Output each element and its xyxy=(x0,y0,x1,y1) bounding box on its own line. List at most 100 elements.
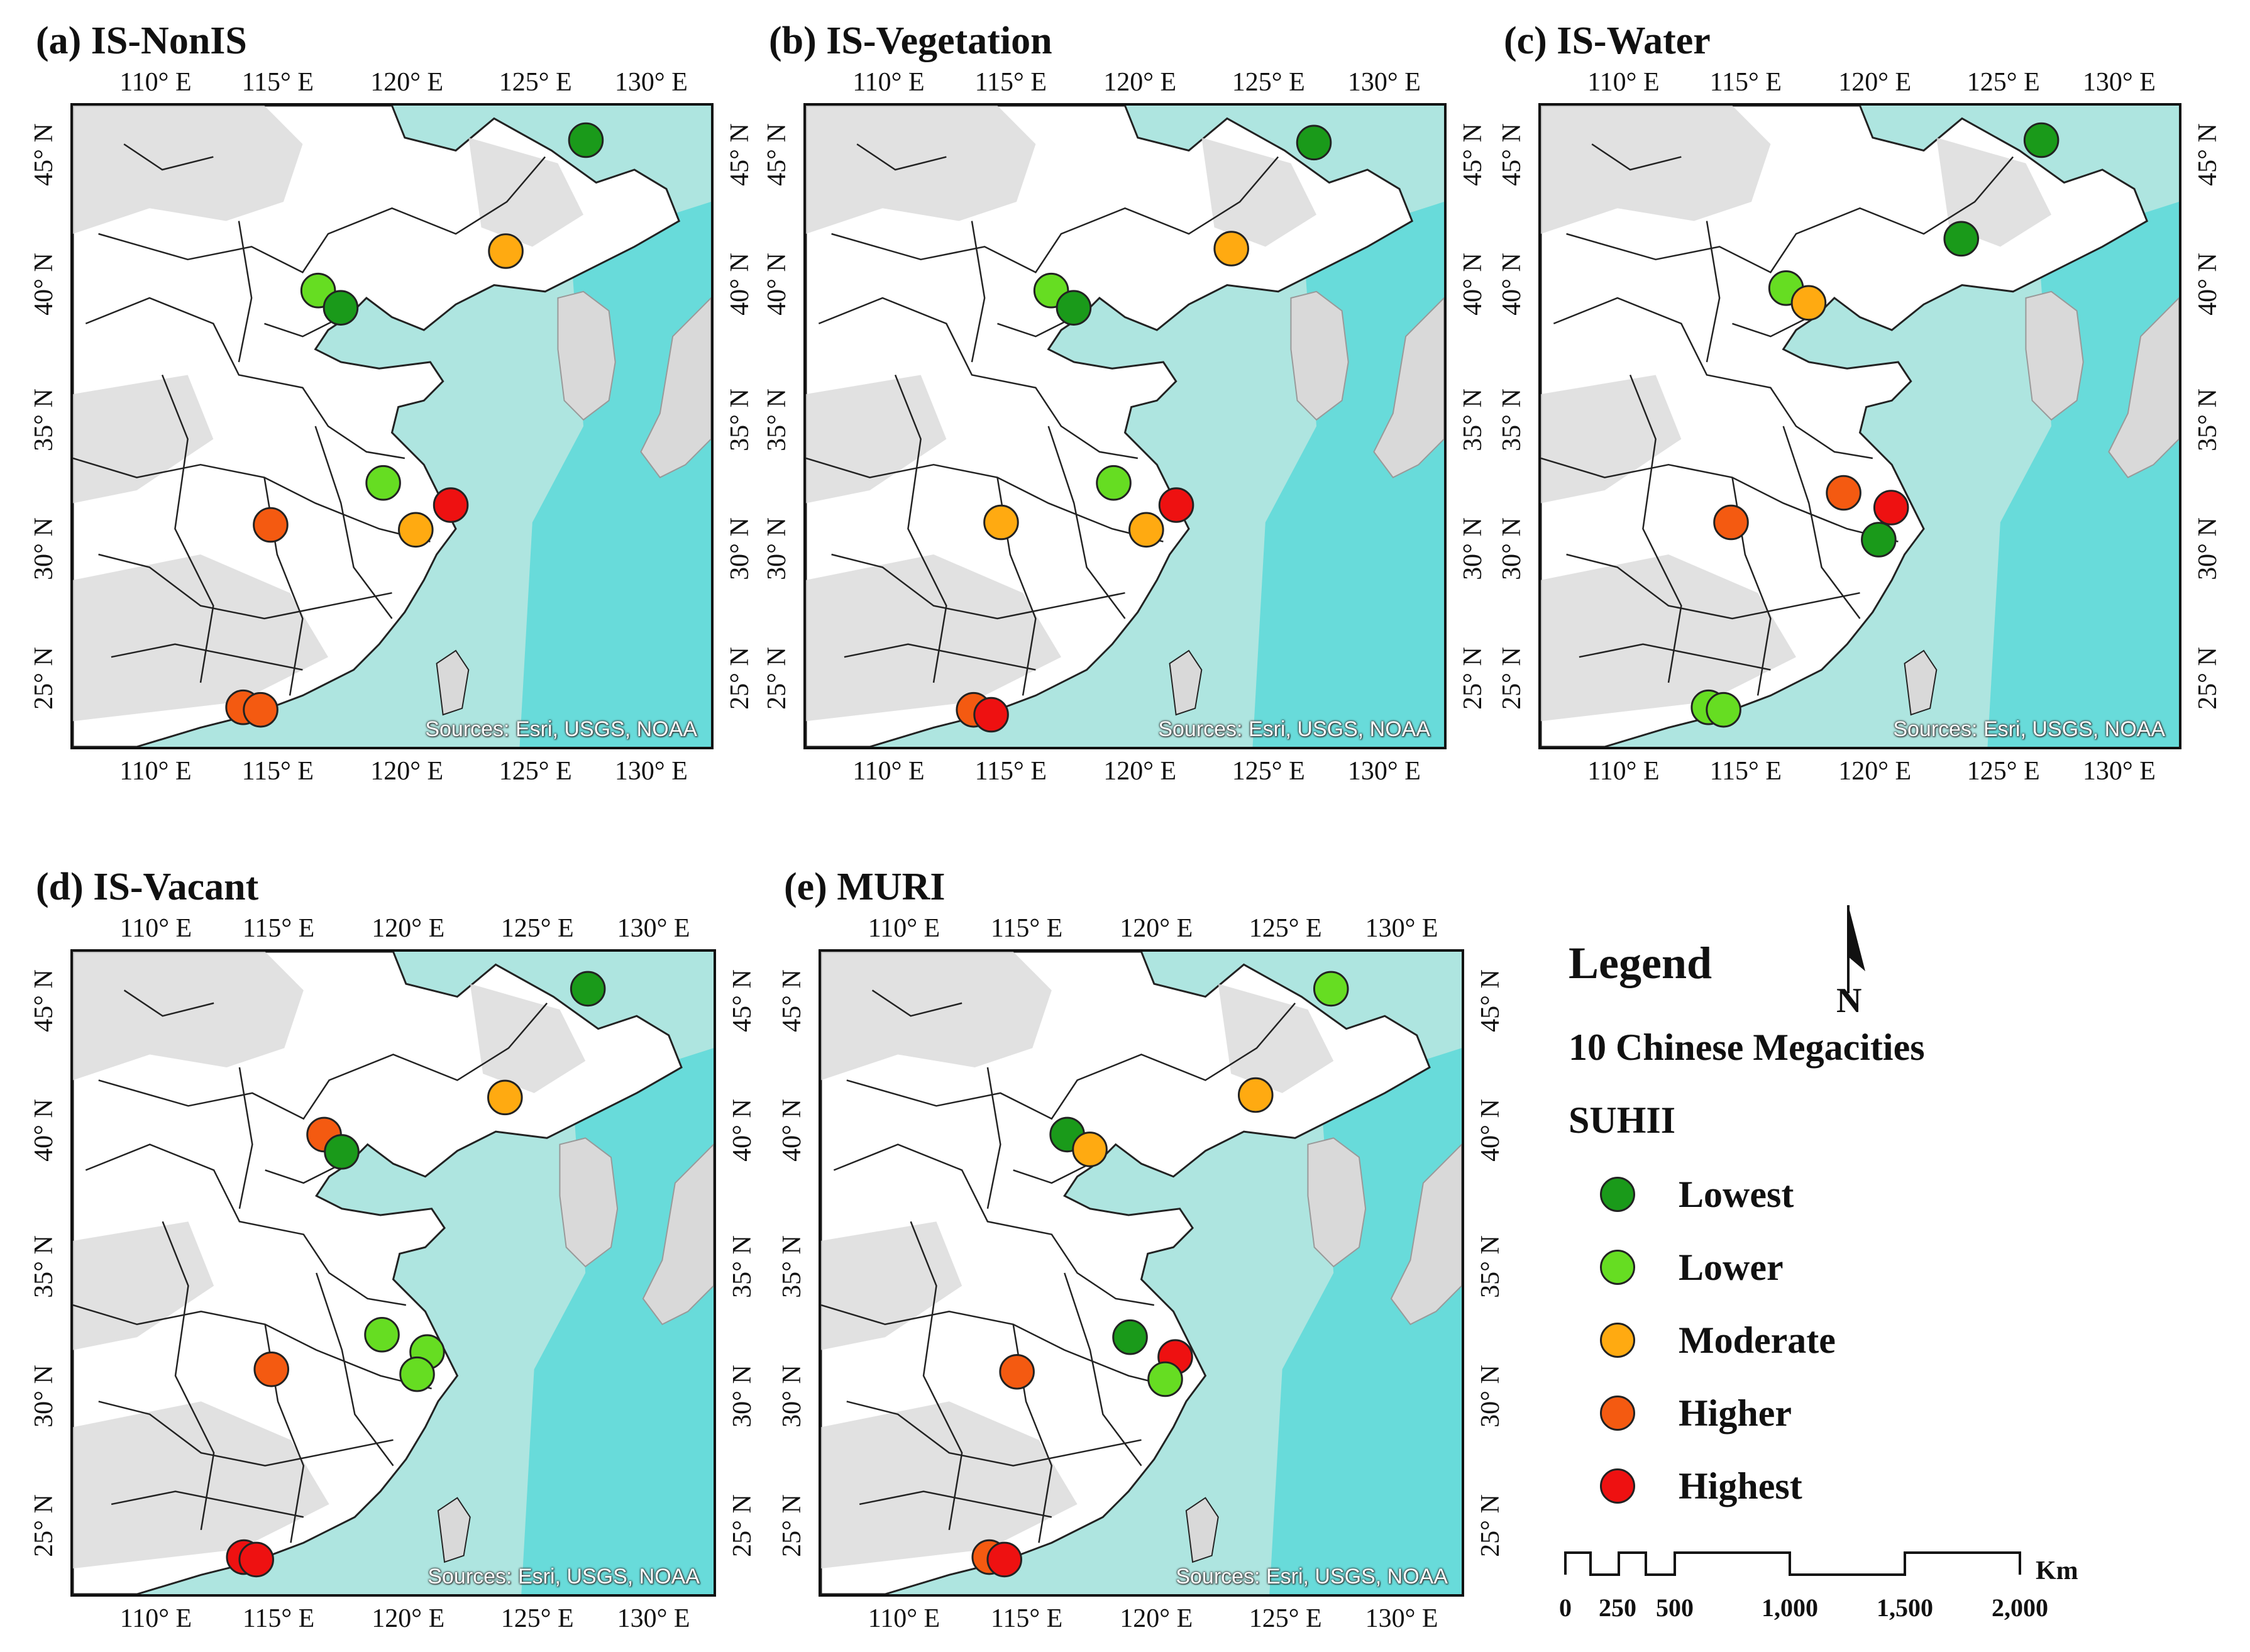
city-marker[interactable] xyxy=(1213,231,1249,267)
city-marker[interactable] xyxy=(364,1316,400,1353)
x-tick-label-top: 115° E xyxy=(974,68,1047,97)
province-border xyxy=(162,1221,215,1531)
city-marker[interactable] xyxy=(253,1352,289,1387)
city-marker[interactable] xyxy=(1056,290,1092,326)
city-marker[interactable] xyxy=(433,487,469,523)
city-marker[interactable] xyxy=(243,691,278,728)
y-tick-label-left: 25° N xyxy=(30,1494,58,1557)
province-border xyxy=(1064,1272,1142,1467)
city-marker[interactable] xyxy=(983,504,1019,541)
map-frame[interactable]: Sources: Esri, USGS, NOAA xyxy=(70,949,716,1597)
city-marker[interactable] xyxy=(253,507,289,543)
y-tick-label-right: 40° N xyxy=(725,253,754,316)
terrain-relief xyxy=(470,984,586,1093)
city-marker[interactable] xyxy=(2023,122,2060,158)
y-tick-label-left: 45° N xyxy=(30,969,58,1033)
city-marker[interactable] xyxy=(1147,1361,1183,1397)
map-canvas xyxy=(73,952,714,1594)
map-frame[interactable]: Sources: Esri, USGS, NOAA xyxy=(1538,103,2181,749)
map-frame[interactable]: Sources: Esri, USGS, NOAA xyxy=(70,103,714,749)
y-tick-label-right: 25° N xyxy=(725,647,754,710)
terrain-relief xyxy=(1541,375,1682,504)
city-marker[interactable] xyxy=(1096,465,1132,501)
legend-swatch xyxy=(1600,1250,1635,1285)
city-marker[interactable] xyxy=(399,1356,435,1392)
x-tick-label-bottom: 125° E xyxy=(1232,757,1305,786)
x-tick-label-top: 120° E xyxy=(370,68,444,97)
y-tick-label-left: 40° N xyxy=(778,1099,807,1162)
city-marker[interactable] xyxy=(999,1353,1035,1390)
city-marker[interactable] xyxy=(1706,691,1741,728)
terrain-relief xyxy=(73,1401,329,1569)
terrain-relief xyxy=(806,375,947,504)
taiwan-island xyxy=(437,1497,471,1563)
city-marker[interactable] xyxy=(398,512,434,548)
terrain-relief xyxy=(1218,984,1334,1093)
x-tick-label-top: 115° E xyxy=(241,68,314,97)
province-border xyxy=(111,1490,304,1518)
map-frame[interactable]: Sources: Esri, USGS, NOAA xyxy=(803,103,1447,749)
north-arrow-graphic xyxy=(1847,905,1865,993)
y-tick-label-right: 35° N xyxy=(1459,388,1487,451)
scale-bar-line xyxy=(1564,1551,2021,1576)
city-marker[interactable] xyxy=(570,971,606,1007)
x-tick-label-bottom: 120° E xyxy=(1120,1604,1193,1633)
city-marker[interactable] xyxy=(986,1541,1022,1578)
province-border xyxy=(1553,297,1873,460)
province-border xyxy=(1047,426,1126,619)
x-tick-label-top: 125° E xyxy=(500,914,574,943)
terrain-relief xyxy=(806,106,1036,234)
y-tick-label-right: 30° N xyxy=(728,1364,757,1428)
city-marker[interactable] xyxy=(1313,971,1349,1007)
city-marker[interactable] xyxy=(1861,522,1897,558)
city-marker[interactable] xyxy=(1790,285,1827,321)
province-border xyxy=(821,1304,1180,1390)
japan-island xyxy=(640,297,711,478)
panel-title: (b) IS-Vegetation xyxy=(769,19,1052,62)
province-border xyxy=(238,221,253,363)
map-frame[interactable]: Sources: Esri, USGS, NOAA xyxy=(819,949,1464,1597)
city-marker[interactable] xyxy=(1128,512,1164,548)
x-tick-label-top: 110° E xyxy=(1587,68,1660,97)
map-source: Sources: Esri, USGS, NOAA xyxy=(1158,717,1430,741)
province-border xyxy=(846,1401,1142,1467)
legend-item-moderate: Moderate xyxy=(1600,1319,1977,1363)
city-marker[interactable] xyxy=(365,465,401,501)
y-tick-label-left: 45° N xyxy=(778,969,807,1033)
legend-item-higher: Higher xyxy=(1600,1392,1977,1436)
city-marker[interactable] xyxy=(1873,490,1909,526)
city-marker[interactable] xyxy=(487,1079,523,1116)
y-tick-label-left: 35° N xyxy=(1497,388,1526,451)
y-tick-label-right: 40° N xyxy=(1476,1099,1505,1162)
city-marker[interactable] xyxy=(1237,1077,1274,1113)
city-marker[interactable] xyxy=(324,1134,360,1170)
x-tick-label-top: 125° E xyxy=(499,68,572,97)
city-marker[interactable] xyxy=(488,233,524,269)
scale-label: 1,500 xyxy=(1877,1594,1933,1622)
japan-island xyxy=(1373,297,1444,478)
x-tick-label-bottom: 125° E xyxy=(500,1604,574,1633)
city-marker[interactable] xyxy=(1112,1319,1148,1355)
city-marker[interactable] xyxy=(568,122,604,158)
city-marker[interactable] xyxy=(1826,475,1861,511)
japan-island xyxy=(2108,297,2179,478)
legend-swatch xyxy=(1600,1468,1635,1504)
city-marker[interactable] xyxy=(973,697,1009,733)
city-marker[interactable] xyxy=(1713,504,1749,541)
terrain-relief xyxy=(1201,138,1316,247)
city-marker[interactable] xyxy=(1072,1132,1108,1167)
x-tick-label-top: 115° E xyxy=(1709,68,1782,97)
y-tick-label-left: 40° N xyxy=(763,253,791,316)
city-marker[interactable] xyxy=(1296,124,1332,161)
city-marker[interactable] xyxy=(1158,487,1194,523)
x-tick-label-bottom: 115° E xyxy=(974,757,1047,786)
scale-label: 1,000 xyxy=(1762,1594,1818,1622)
province-border xyxy=(316,1272,394,1467)
map-canvas xyxy=(821,952,1462,1594)
city-marker[interactable] xyxy=(238,1541,274,1578)
scale-label: 2,000 xyxy=(1992,1594,2048,1622)
city-marker[interactable] xyxy=(323,290,359,326)
city-marker[interactable] xyxy=(1943,221,1980,257)
x-tick-label-top: 130° E xyxy=(2082,68,2156,97)
x-tick-label-top: 130° E xyxy=(1365,914,1438,943)
